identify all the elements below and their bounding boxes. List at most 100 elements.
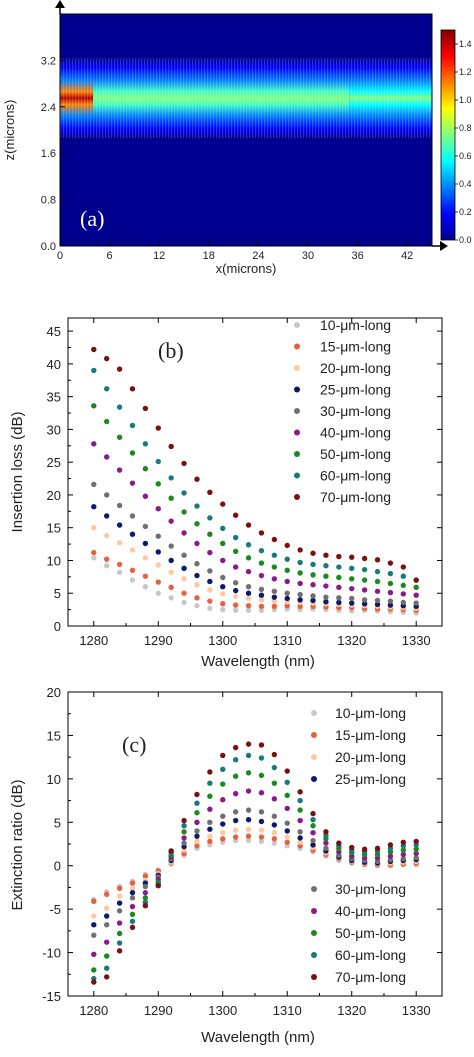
data-point [181, 565, 187, 572]
heatmap-x-tick-label: 0 [57, 250, 63, 262]
data-point [323, 594, 329, 600]
x-tick-label: 1300 [208, 633, 237, 648]
data-point [245, 826, 252, 832]
heatmap-y-tick-label: 0.0 [41, 241, 56, 253]
data-point [168, 518, 174, 524]
data-point [116, 885, 123, 891]
y-tick-label: 10 [47, 553, 61, 568]
legend-label: 40-μm-long [320, 425, 391, 441]
data-point [155, 562, 161, 568]
data-point [207, 605, 213, 612]
data-point [181, 576, 187, 582]
data-point [181, 530, 187, 536]
data-point [245, 555, 252, 561]
y-tick-label: 0 [54, 619, 61, 634]
heatmap-y-tick-label: 3.2 [41, 55, 56, 67]
data-point [103, 953, 110, 959]
data-point [91, 932, 97, 938]
legend-marker [311, 952, 317, 958]
data-point [194, 819, 200, 825]
data-point [323, 563, 329, 569]
data-point [310, 550, 316, 556]
data-point [258, 818, 265, 825]
series-10-μm-long [91, 555, 419, 616]
data-point [361, 566, 368, 573]
data-point [232, 512, 239, 518]
data-point [142, 441, 149, 447]
data-point [374, 568, 381, 575]
x-tick-label: 1290 [144, 1003, 173, 1018]
data-point [207, 833, 213, 839]
data-point [194, 838, 200, 845]
data-point [271, 751, 278, 758]
data-point [220, 574, 226, 581]
data-point [297, 547, 303, 553]
data-point [91, 525, 97, 531]
data-point [245, 522, 252, 528]
data-point [258, 547, 265, 554]
y-tick-label: 30 [47, 422, 61, 437]
data-point [220, 813, 226, 819]
colorbar-ticks: 0.0 0.2 0.4 0.6 0.8 1.0 1.2 1.4 [455, 39, 472, 245]
data-point [116, 920, 123, 926]
data-point [220, 591, 226, 597]
data-point [413, 592, 419, 598]
data-point [232, 773, 239, 779]
legend-label: 15-μm-long [320, 339, 391, 355]
data-point [220, 601, 226, 607]
legend-marker [294, 429, 300, 436]
data-point [297, 603, 303, 610]
legend-label: 70-μm-long [335, 969, 406, 985]
data-point [207, 819, 213, 825]
heatmap-x-tick-label: 6 [107, 250, 113, 262]
data-point [374, 601, 381, 608]
data-point [271, 598, 278, 604]
data-point [103, 556, 110, 562]
data-point [323, 829, 329, 835]
data-point [297, 797, 303, 804]
colorbar-tick-label: 0.6 [459, 151, 472, 161]
x-tick-label: 1290 [144, 633, 173, 648]
data-point [142, 555, 149, 561]
data-point [116, 467, 123, 473]
legend-marker [311, 886, 317, 892]
data-point [387, 853, 394, 859]
data-point [310, 823, 316, 829]
data-point [207, 568, 213, 574]
data-point [258, 809, 265, 815]
data-point [155, 882, 161, 889]
data-point [168, 584, 174, 591]
data-point [413, 850, 419, 857]
data-point [387, 598, 394, 604]
data-point [129, 422, 136, 429]
data-point [232, 790, 239, 797]
data-point [361, 587, 368, 593]
heatmap-x-ticks: 0 6 12 18 24 30 36 42 [57, 241, 413, 262]
data-point [207, 598, 213, 604]
data-point [220, 830, 226, 836]
data-point [400, 564, 407, 570]
data-point [129, 531, 136, 537]
legend-marker [294, 343, 300, 350]
data-point [103, 418, 110, 425]
data-point [103, 965, 110, 971]
data-point [168, 443, 174, 450]
data-point [336, 599, 342, 606]
data-point [284, 768, 290, 774]
data-point [387, 602, 394, 608]
data-point [129, 577, 136, 583]
legend-marker [294, 472, 300, 479]
data-point [155, 505, 161, 512]
data-point [168, 848, 174, 854]
data-point [232, 817, 239, 824]
data-point [116, 930, 123, 937]
colorbar-tick-label: 1.0 [459, 95, 472, 105]
data-point [310, 837, 316, 844]
data-point [310, 561, 316, 568]
data-point [387, 570, 394, 577]
y-tick-label: 0 [54, 859, 61, 874]
data-point [129, 895, 136, 901]
data-point [129, 547, 136, 553]
data-point [336, 840, 342, 846]
data-point [284, 595, 290, 602]
